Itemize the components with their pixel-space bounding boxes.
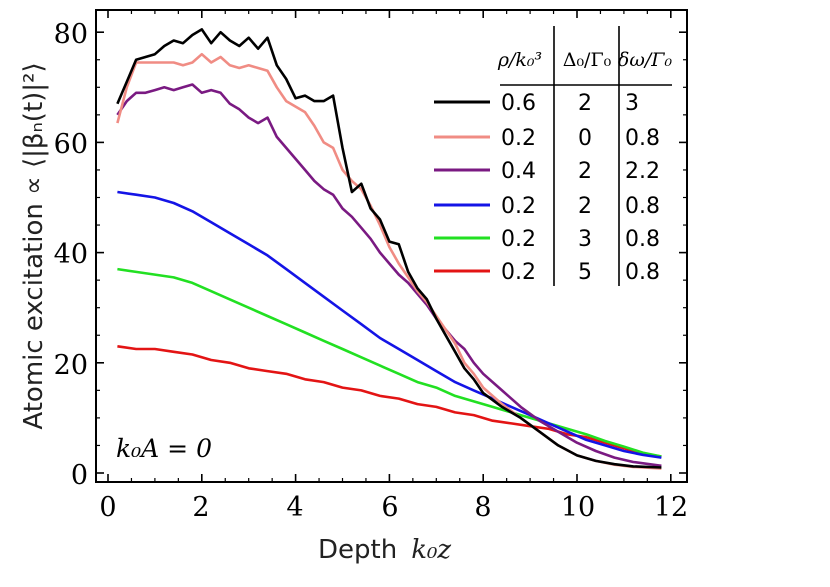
legend-row-5-rho: 0.2 — [501, 227, 536, 252]
legend-row-2-rho: 0.2 — [501, 126, 536, 151]
x-tick-label: 4 — [286, 492, 303, 523]
legend-header-delta: Δ₀/Γ₀ — [563, 49, 612, 71]
legend-row-6-delta: 5 — [578, 260, 592, 285]
x-axis-label-text: Depth — [318, 535, 397, 565]
y-tick-label: 40 — [54, 239, 88, 270]
y-tick-label: 80 — [54, 19, 88, 50]
x-tick-label: 10 — [561, 492, 595, 523]
series-line-6 — [117, 345, 662, 458]
legend-swatches — [434, 100, 490, 273]
legend-row-5-delta: 3 — [578, 227, 592, 252]
y-tick-label: 60 — [54, 129, 88, 160]
x-tick-label: 0 — [99, 492, 116, 523]
y-tick-label: 20 — [54, 350, 88, 381]
legend-row-6-dw: 0.8 — [625, 260, 660, 285]
legend-header-rho: ρ/k₀³ — [497, 49, 542, 71]
y-tick-label: 0 — [71, 460, 88, 491]
legend-row-4-delta: 2 — [578, 194, 592, 219]
legend-row-1-rho: 0.6 — [501, 91, 536, 116]
legend-row-2-dw: 0.8 — [625, 126, 660, 151]
x-tick-label: 8 — [474, 492, 491, 523]
legend-row-1-delta: 2 — [578, 91, 592, 116]
plot-frame — [95, 9, 688, 483]
legend-row-3-delta: 2 — [578, 159, 592, 184]
legend-row-5-dw: 0.8 — [625, 227, 660, 252]
x-tick-label: 12 — [654, 492, 688, 523]
series-line-2 — [116, 52, 662, 470]
legend-row-2-delta: 0 — [578, 126, 592, 151]
legend-header-dw: δω/Γ₀ — [618, 49, 673, 71]
x-tick-label: 2 — [192, 492, 209, 523]
series-line-3 — [116, 83, 662, 468]
legend-row-1-dw: 3 — [625, 91, 639, 116]
axis-ticks — [96, 10, 687, 482]
legend-row-3-rho: 0.4 — [501, 159, 536, 184]
x-axis-label-math: k₀z — [411, 535, 451, 565]
y-axis-label: Atomic excitation ∝ ⟨|βₙ(t)|²⟩ — [19, 62, 49, 429]
series-line-5 — [117, 267, 662, 458]
legend-row-4-dw: 0.8 — [625, 194, 660, 219]
x-tick-label: 6 — [381, 492, 398, 523]
annotation-k0a: k₀A = 0 — [116, 434, 212, 463]
legend-row-3-dw: 2.2 — [625, 159, 660, 184]
legend-row-6-rho: 0.2 — [501, 260, 536, 285]
x-axis-label: Depth k₀z — [318, 535, 451, 565]
series-line-1 — [116, 28, 662, 469]
series-line-4 — [117, 190, 662, 459]
legend: ρ/k₀³ Δ₀/Γ₀ δω/Γ₀ 0.6 2 3 0.2 0 0.8 0.4 … — [434, 26, 672, 286]
series-group — [116, 28, 662, 470]
legend-row-4-rho: 0.2 — [501, 194, 536, 219]
